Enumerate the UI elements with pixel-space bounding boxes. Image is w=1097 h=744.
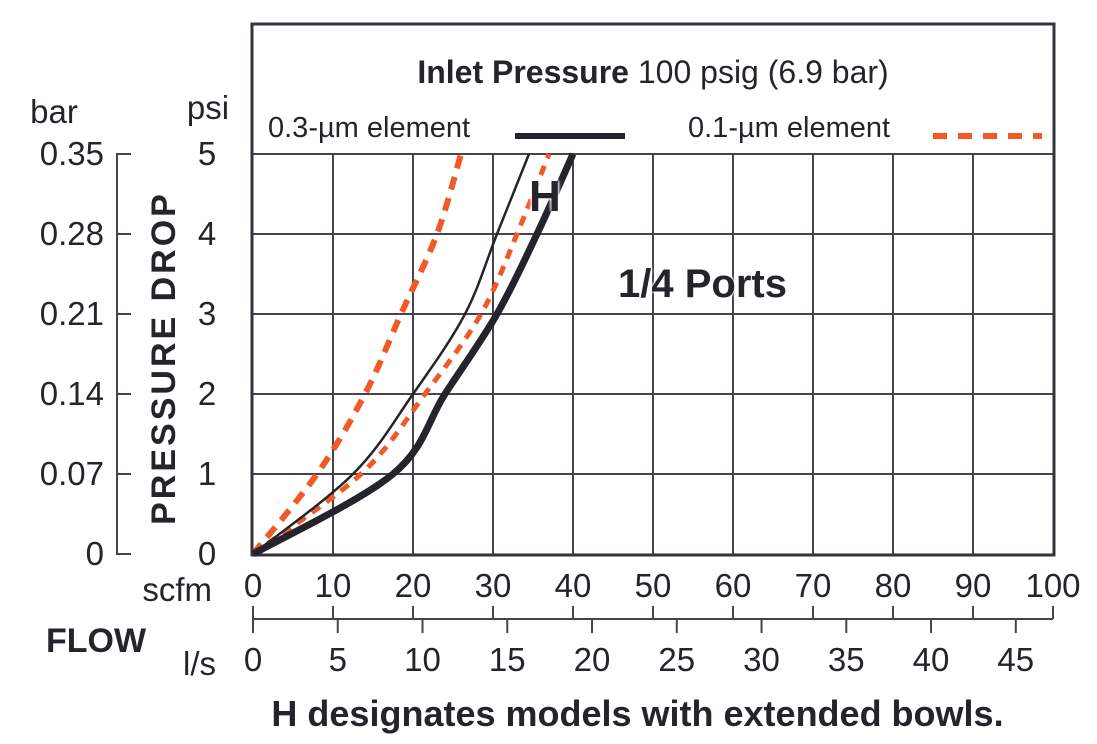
ls-tick-label: 5 bbox=[328, 641, 347, 678]
ls-tick-label: 10 bbox=[404, 641, 441, 678]
ls-tick-label: 35 bbox=[827, 641, 865, 678]
scfm-tick-label: 40 bbox=[554, 567, 592, 604]
left-axis-bracket bbox=[116, 153, 131, 555]
psi-tick-label: 1 bbox=[197, 455, 217, 492]
bar-tick-label: 0.35 bbox=[39, 135, 104, 172]
psi-tick-label: 5 bbox=[197, 135, 217, 172]
scfm-tick-label: 30 bbox=[474, 567, 512, 604]
ls-tick-label: 30 bbox=[743, 641, 780, 678]
curve-01um bbox=[252, 153, 464, 556]
bar-tick-label: 0.14 bbox=[39, 375, 104, 412]
scfm-tick-label: 60 bbox=[714, 567, 752, 604]
x-axis-label: FLOW bbox=[46, 622, 147, 660]
psi-tick-label: 2 bbox=[197, 375, 217, 412]
psi-tick-label: 4 bbox=[197, 215, 217, 252]
footnote: H designates models with extended bowls. bbox=[271, 693, 1004, 734]
scfm-tick-label: 20 bbox=[394, 567, 432, 604]
x-top-unit-scfm: scfm bbox=[142, 571, 212, 608]
ls-tick-label: 15 bbox=[488, 641, 526, 678]
plot-border bbox=[250, 22, 1056, 557]
y-left-unit-bar: bar bbox=[30, 93, 78, 130]
scfm-tick-label: 10 bbox=[314, 567, 352, 604]
bar-tick-label: 0 bbox=[85, 535, 104, 572]
ls-tick-label: 40 bbox=[912, 641, 950, 678]
ls-tick-label: 0 bbox=[243, 641, 263, 678]
psi-tick-label: 3 bbox=[197, 295, 217, 332]
chart-title-bold: Inlet Pressure bbox=[417, 54, 629, 90]
scfm-tick-label: 70 bbox=[794, 567, 832, 604]
y-axis-label: PRESSURE DROP bbox=[145, 191, 183, 525]
curve-01um-h bbox=[252, 153, 552, 557]
ls-tick-label: 20 bbox=[573, 641, 611, 678]
ls-tick-label: 45 bbox=[997, 641, 1035, 678]
legend-label-03um: 0.3-µm element bbox=[268, 112, 471, 144]
chart-title-normal: 100 psig (6.9 bar) bbox=[628, 54, 889, 90]
curve-03um bbox=[252, 153, 531, 555]
psi-tick-label: 0 bbox=[197, 535, 217, 572]
plot-grid bbox=[253, 153, 1053, 554]
bar-tick-label: 0.28 bbox=[39, 215, 104, 252]
flow-ruler bbox=[252, 606, 1054, 633]
y-right-unit-psi: psi bbox=[186, 89, 230, 126]
scfm-tick-label: 80 bbox=[874, 567, 912, 604]
legend-label-01um: 0.1-µm element bbox=[688, 112, 891, 144]
scfm-tick-label: 90 bbox=[954, 567, 992, 604]
x-bottom-unit-ls: l/s bbox=[183, 645, 216, 682]
h-curve-marker: H bbox=[529, 172, 561, 221]
scfm-tick-label: 0 bbox=[243, 567, 263, 604]
scfm-tick-label: 100 bbox=[1025, 567, 1081, 604]
ports-annotation: 1/4 Ports bbox=[618, 262, 787, 306]
bar-tick-label: 0.07 bbox=[39, 455, 104, 492]
chart-title: Inlet Pressure 100 psig (6.9 bar) bbox=[253, 52, 1053, 92]
bar-tick-label: 0.21 bbox=[39, 295, 104, 332]
ls-tick-label: 25 bbox=[658, 641, 696, 678]
curve-03um-h bbox=[252, 152, 577, 558]
scfm-tick-label: 50 bbox=[634, 567, 672, 604]
